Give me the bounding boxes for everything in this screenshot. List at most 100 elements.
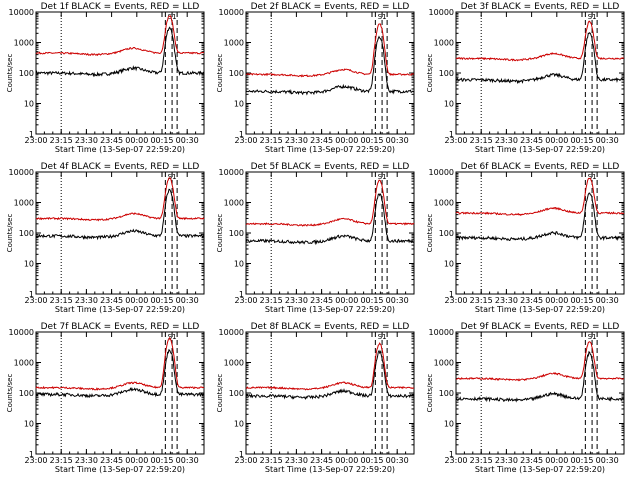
x-tick-label: 00:30: [386, 136, 409, 145]
peak-tag: S1: [378, 13, 387, 21]
x-tick-label: 23:00: [234, 296, 257, 305]
x-tick-label: 23:15: [260, 296, 283, 305]
peak-tag: S1: [168, 173, 177, 181]
y-axis-label: Counts/sec: [6, 214, 14, 253]
y-tick-label: 10: [234, 420, 244, 429]
y-tick-label: 1000: [14, 39, 34, 48]
x-axis-label: Start Time (13-Sep-07 22:59:20): [475, 145, 605, 154]
x-axis-label: Start Time (13-Sep-07 22:59:20): [475, 305, 605, 314]
x-tick-label: 23:15: [50, 296, 73, 305]
y-tick-label: 10000: [219, 328, 244, 337]
x-axis-label: Start Time (13-Sep-07 22:59:20): [55, 145, 185, 154]
x-tick-label: 23:30: [75, 296, 98, 305]
y-tick-label: 100: [229, 389, 244, 398]
peak-tag: S1: [378, 173, 387, 181]
panel-det-2: Det 2f BLACK = Events, RED = LLD 1 10 100 10…: [216, 2, 415, 154]
series-line-lld: [455, 341, 625, 382]
x-axis-label: Start Time (13-Sep-07 22:59:20): [55, 305, 185, 314]
y-axis-label: Counts/sec: [426, 374, 434, 413]
series-line-events: [35, 348, 205, 399]
y-tick-label: 100: [19, 229, 34, 238]
y-tick-label: 1000: [434, 199, 454, 208]
y-tick-label: 100: [439, 389, 454, 398]
x-tick-label: 23:45: [310, 296, 333, 305]
y-axis-label: Counts/sec: [216, 374, 224, 413]
x-tick-label: 23:45: [520, 296, 543, 305]
y-tick-label: 100: [439, 69, 454, 78]
y-tick-label: 1000: [14, 359, 34, 368]
y-tick-label: 10: [24, 420, 34, 429]
series-line-lld: [455, 20, 624, 62]
x-tick-label: 23:30: [285, 456, 308, 465]
y-tick-label: 1: [239, 130, 244, 139]
x-tick-label: 23:00: [24, 296, 47, 305]
x-tick-label: 23:30: [495, 296, 518, 305]
y-tick-label: 10000: [219, 168, 244, 177]
series-line-lld: [455, 177, 625, 217]
panel-det-1: Det 1f BLACK = Events, RED = LLD 1 10 100 10…: [6, 2, 205, 154]
panel-det-6: Det 6f BLACK = Events, RED = LLD 1 10 100 10…: [426, 162, 625, 314]
x-tick-label: 23:15: [260, 136, 283, 145]
x-axis-label: Start Time (13-Sep-07 22:59:20): [55, 465, 185, 474]
y-axis-label: Counts/sec: [216, 214, 224, 253]
y-tick-label: 10000: [219, 8, 244, 17]
x-tick-label: 23:30: [285, 136, 308, 145]
y-tick-label: 10000: [429, 8, 454, 17]
x-tick-label: 00:15: [360, 136, 383, 145]
x-tick-label: 00:30: [596, 136, 619, 145]
y-tick-label: 10000: [9, 168, 34, 177]
x-tick-label: 00:00: [545, 296, 568, 305]
x-tick-label: 00:30: [176, 136, 199, 145]
y-tick-label: 10000: [9, 8, 34, 17]
x-tick-label: 00:30: [386, 296, 409, 305]
y-tick-label: 10: [444, 420, 454, 429]
series-line-lld: [35, 177, 205, 222]
y-tick-label: 10: [234, 100, 244, 109]
x-tick-label: 00:15: [150, 456, 173, 465]
x-tick-label: 23:45: [100, 296, 123, 305]
panel-det-4: Det 4f BLACK = Events, RED = LLD 1 10 100 10…: [6, 162, 205, 314]
x-tick-label: 23:45: [310, 136, 333, 145]
x-tick-label: 23:00: [444, 456, 467, 465]
y-tick-label: 1: [449, 290, 454, 299]
x-tick-label: 23:30: [495, 136, 518, 145]
x-tick-label: 00:30: [596, 456, 619, 465]
y-tick-label: 1000: [224, 359, 244, 368]
y-tick-label: 1000: [14, 199, 34, 208]
series-line-lld: [35, 336, 205, 391]
panel-title: Det 2f BLACK = Events, RED = LLD: [251, 2, 410, 12]
series-line-events: [455, 192, 625, 242]
y-axis-label: Counts/sec: [6, 54, 14, 93]
x-tick-label: 00:15: [360, 456, 383, 465]
panel-det-9: Det 9f BLACK = Events, RED = LLD 1 10 100 10…: [426, 322, 625, 474]
series-line-lld: [35, 15, 205, 57]
peak-tag: S1: [378, 333, 387, 341]
x-axis-label: Start Time (13-Sep-07 22:59:20): [265, 305, 395, 314]
y-tick-label: 1000: [434, 39, 454, 48]
x-tick-label: 00:30: [596, 296, 619, 305]
x-tick-label: 00:30: [176, 456, 199, 465]
x-tick-label: 00:00: [335, 296, 358, 305]
panel-det-8: Det 8f BLACK = Events, RED = LLD 1 10 100 10…: [216, 322, 415, 474]
x-tick-label: 23:00: [234, 456, 257, 465]
x-tick-label: 23:15: [470, 296, 493, 305]
peak-tag: S1: [168, 13, 177, 21]
x-tick-label: 00:00: [335, 456, 358, 465]
y-tick-label: 100: [439, 229, 454, 238]
panel-title: Det 4f BLACK = Events, RED = LLD: [41, 162, 200, 172]
y-tick-label: 1: [239, 290, 244, 299]
series-line-events: [245, 349, 415, 400]
y-tick-label: 100: [229, 229, 244, 238]
y-tick-label: 1: [449, 450, 454, 459]
x-tick-label: 00:00: [125, 136, 148, 145]
x-tick-label: 23:00: [24, 136, 47, 145]
panel-title: Det 1f BLACK = Events, RED = LLD: [41, 2, 200, 12]
x-tick-label: 00:15: [570, 456, 593, 465]
x-tick-label: 23:00: [234, 136, 257, 145]
x-tick-label: 00:15: [150, 136, 173, 145]
x-axis-label: Start Time (13-Sep-07 22:59:20): [265, 145, 395, 154]
y-tick-label: 10000: [429, 168, 454, 177]
panel-title: Det 3f BLACK = Events, RED = LLD: [461, 2, 620, 12]
